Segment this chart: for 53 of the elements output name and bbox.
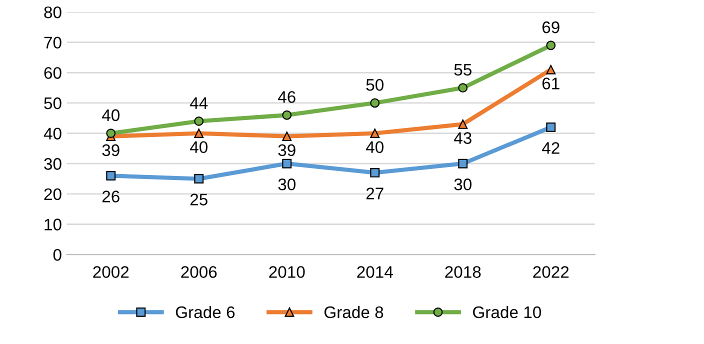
data-label: 44 [190, 97, 208, 109]
data-label: 40 [366, 141, 384, 154]
data-label: 27 [366, 188, 384, 200]
legend-label: Grade 10 [473, 306, 542, 318]
point [282, 132, 292, 142]
y-tick-label: 50 [44, 97, 62, 110]
point [194, 174, 204, 184]
data-label: 69 [542, 21, 560, 34]
data-label: 40 [102, 109, 120, 122]
point [194, 116, 204, 126]
y-tick-label: 10 [44, 218, 62, 230]
point [458, 83, 468, 93]
data-label: 39 [102, 144, 120, 156]
point [106, 171, 116, 180]
legend-label: Grade 8 [324, 306, 384, 318]
point [194, 128, 204, 138]
x-tick-label: 2018 [445, 266, 481, 278]
point [370, 168, 380, 178]
point [370, 98, 380, 108]
y-tick-label: 20 [44, 188, 62, 200]
data-label: 61 [542, 78, 560, 90]
data-label: 42 [542, 142, 560, 154]
data-label: 30 [454, 178, 472, 190]
data-label: 40 [190, 141, 208, 154]
point [458, 119, 468, 129]
data-label: 50 [366, 78, 384, 91]
x-tick-label: 2022 [533, 266, 569, 278]
x-tick-label: 2014 [357, 266, 393, 278]
data-label: 43 [454, 132, 472, 144]
legend-label: Grade 6 [176, 306, 235, 318]
point [546, 40, 556, 50]
data-label: 26 [102, 190, 120, 202]
x-tick-label: 2002 [93, 266, 129, 278]
data-label: 39 [278, 144, 296, 156]
y-tick-label: 80 [44, 6, 62, 18]
data-label: 25 [190, 194, 208, 206]
data-label: 46 [278, 91, 296, 103]
point [546, 122, 556, 132]
x-tick-label: 2006 [181, 266, 217, 278]
data-label: 30 [278, 178, 296, 190]
data-label: 55 [454, 64, 472, 76]
point [458, 158, 468, 168]
y-tick-label: 0 [53, 248, 62, 261]
point [370, 128, 380, 138]
y-tick-label: 70 [44, 36, 62, 49]
point [106, 128, 116, 138]
y-tick-label: 40 [44, 128, 62, 140]
point [282, 110, 292, 120]
y-tick-label: 60 [44, 67, 62, 79]
point [546, 64, 556, 74]
point [282, 158, 292, 168]
y-tick-label: 30 [44, 158, 62, 170]
x-tick-label: 2010 [269, 266, 305, 278]
